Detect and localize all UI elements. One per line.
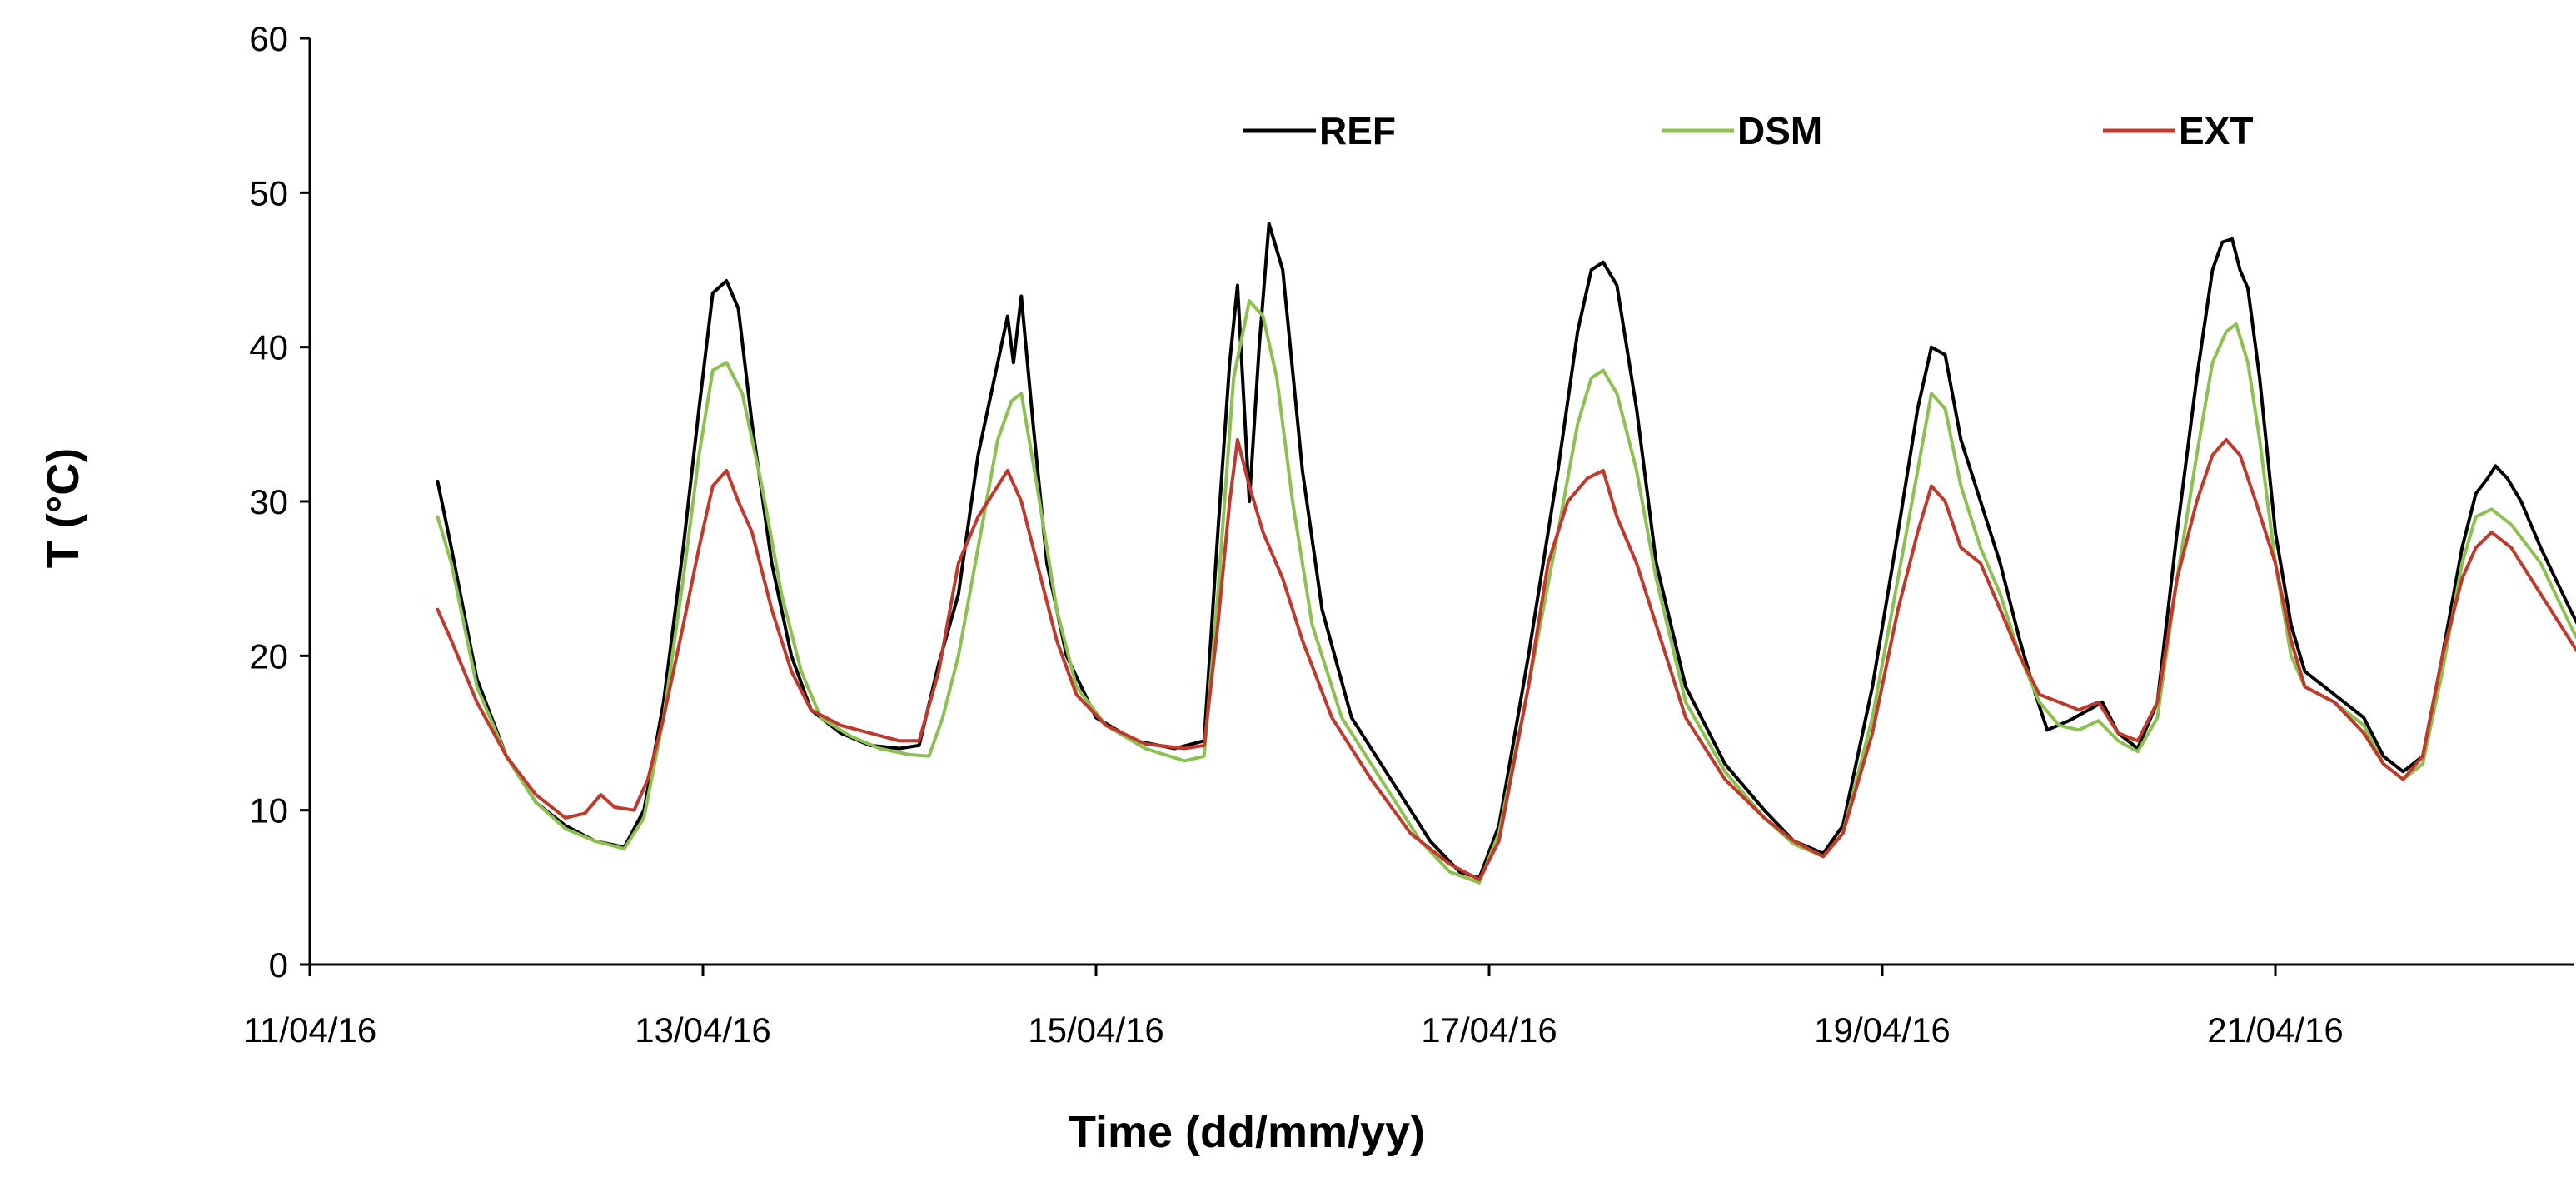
legend-label-ext: EXT <box>2179 109 2253 152</box>
y-ticks: 0 10 20 30 40 50 60 <box>249 19 310 985</box>
legend-item-dsm: DSM <box>1662 109 1822 152</box>
x-tick-label: 15/04/16 <box>1028 1010 1164 1050</box>
series-line-dsm-segment-1 <box>436 299 2576 885</box>
series-dsm <box>436 299 2576 885</box>
legend-item-ext: EXT <box>2103 109 2253 152</box>
legend-label-dsm: DSM <box>1737 109 1822 152</box>
legend-item-ref: REF <box>1243 109 1396 152</box>
y-tick-label: 10 <box>249 791 288 830</box>
legend: REF DSM EXT <box>1243 109 2253 152</box>
x-tick-label: 11/04/16 <box>243 1010 376 1050</box>
series-ext <box>436 437 2576 882</box>
series-line-ext-segment-1 <box>436 437 2576 882</box>
y-tick-label: 40 <box>249 328 288 367</box>
x-tick-label: 13/04/16 <box>635 1010 771 1050</box>
x-tick-label: 21/04/16 <box>2207 1010 2344 1050</box>
legend-label-ref: REF <box>1319 109 1396 152</box>
series-line-ref-segment-2 <box>2045 237 2576 774</box>
series-group <box>436 222 2576 885</box>
y-tick-label: 30 <box>249 482 288 521</box>
y-tick-label: 50 <box>249 173 288 212</box>
x-tick-label: 19/04/16 <box>1814 1010 1951 1050</box>
x-ticks: 11/04/16 13/04/16 15/04/16 17/04/16 19/04/16… <box>243 965 2344 1050</box>
y-axis-title: T (°C) <box>38 448 88 569</box>
x-tick-label: 17/04/16 <box>1421 1010 1557 1050</box>
x-axis-title: Time (dd/mm/yy) <box>1069 1107 1425 1157</box>
y-tick-label: 20 <box>249 636 288 676</box>
y-tick-label: 60 <box>249 19 288 58</box>
y-tick-label: 0 <box>269 945 288 985</box>
axes <box>308 38 2574 966</box>
series-ref <box>436 222 2576 880</box>
series-line-ref-segment-1 <box>436 222 2050 880</box>
